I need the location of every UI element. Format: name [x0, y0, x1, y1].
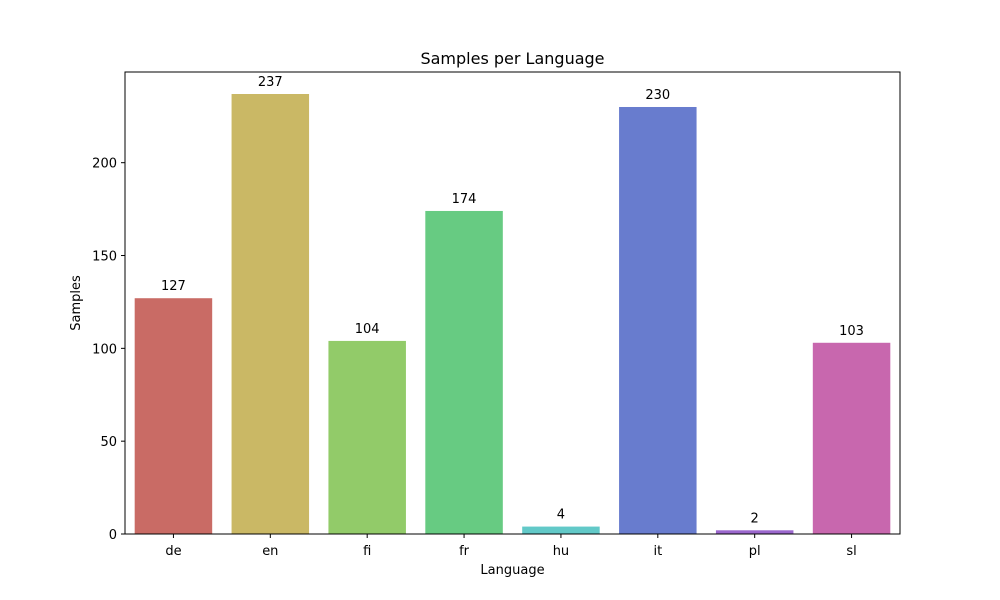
bar-sl — [812, 342, 891, 534]
y-axis-label: Samples — [69, 275, 84, 331]
y-axis: 0 50 100 150 200 — [92, 157, 125, 543]
y-tick-label-0: 0 — [109, 528, 117, 543]
data-label-fr: 174 — [452, 192, 477, 207]
x-tick-label-de: de — [165, 544, 181, 559]
bar-fr — [425, 210, 503, 534]
y-tick-label-150: 150 — [92, 250, 117, 265]
y-tick-label-100: 100 — [92, 342, 117, 357]
x-tick-label-fi: fi — [363, 544, 371, 559]
data-label-it: 230 — [645, 88, 670, 103]
y-tick-label-200: 200 — [92, 157, 117, 172]
bar-it — [619, 106, 697, 534]
x-tick-label-hu: hu — [553, 544, 569, 559]
bar-fi — [328, 340, 406, 534]
x-tick-label-it: it — [653, 544, 662, 559]
bar-en — [231, 94, 310, 534]
x-tick-label-sl: sl — [846, 544, 856, 559]
chart-title: Samples per Language — [420, 49, 604, 68]
plot-frame — [124, 71, 901, 535]
x-tick-label-pl: pl — [749, 544, 761, 559]
bar-hu — [522, 526, 600, 534]
x-tick-label-fr: fr — [459, 544, 470, 559]
x-axis: de en fi fr hu it pl sl — [165, 534, 857, 559]
bar-pl — [715, 530, 794, 534]
bars-group — [134, 94, 891, 534]
bar-de — [134, 298, 213, 534]
x-tick-label-en: en — [262, 544, 278, 559]
data-label-fi: 104 — [355, 322, 380, 337]
data-label-sl: 103 — [839, 324, 864, 339]
x-axis-label: Language — [480, 563, 544, 578]
data-label-en: 237 — [258, 75, 283, 90]
y-tick-label-50: 50 — [100, 435, 117, 450]
data-labels-group: 127 237 104 174 4 230 2 103 — [161, 75, 864, 526]
data-label-hu: 4 — [557, 508, 565, 523]
data-label-pl: 2 — [751, 511, 759, 526]
data-label-de: 127 — [161, 279, 186, 294]
